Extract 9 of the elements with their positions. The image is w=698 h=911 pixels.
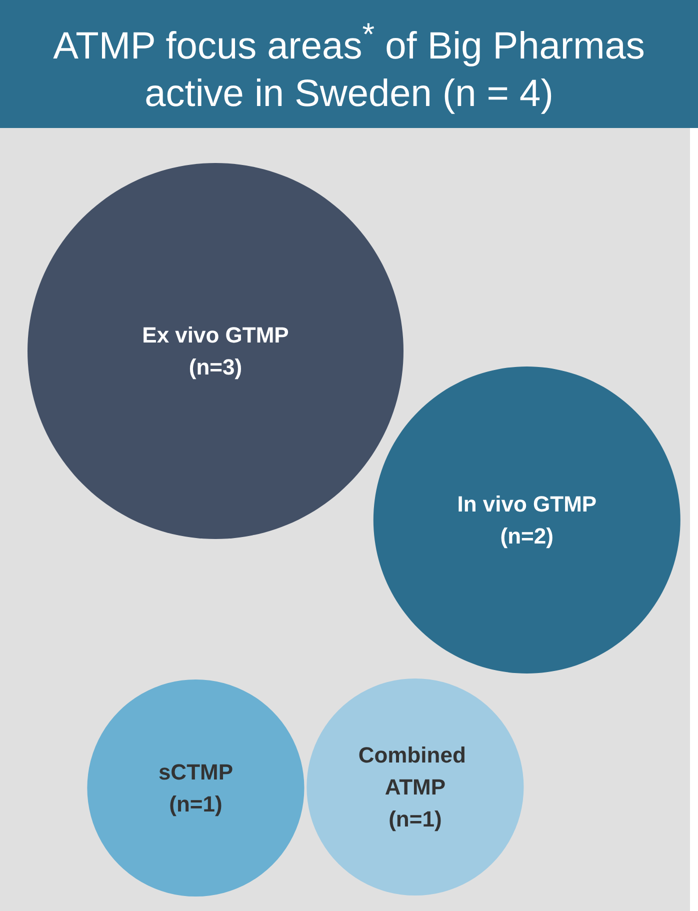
text: ATMP focus areas$^{*}$ of Big Pharmas active in Sweden (n = 4) (52, 14, 646, 118)
category-label: In vivo GTMP (457, 492, 597, 516)
category-label: Combined ATMP (358, 742, 472, 800)
data-label: (n=3) (188, 354, 242, 380)
data-label: (n=2) (500, 524, 554, 548)
data-label: (n=1) (388, 806, 442, 832)
category-label: Ex vivo GTMP (142, 322, 289, 348)
category-label: sCTMP (158, 760, 234, 784)
data-label: (n=1) (169, 792, 222, 816)
